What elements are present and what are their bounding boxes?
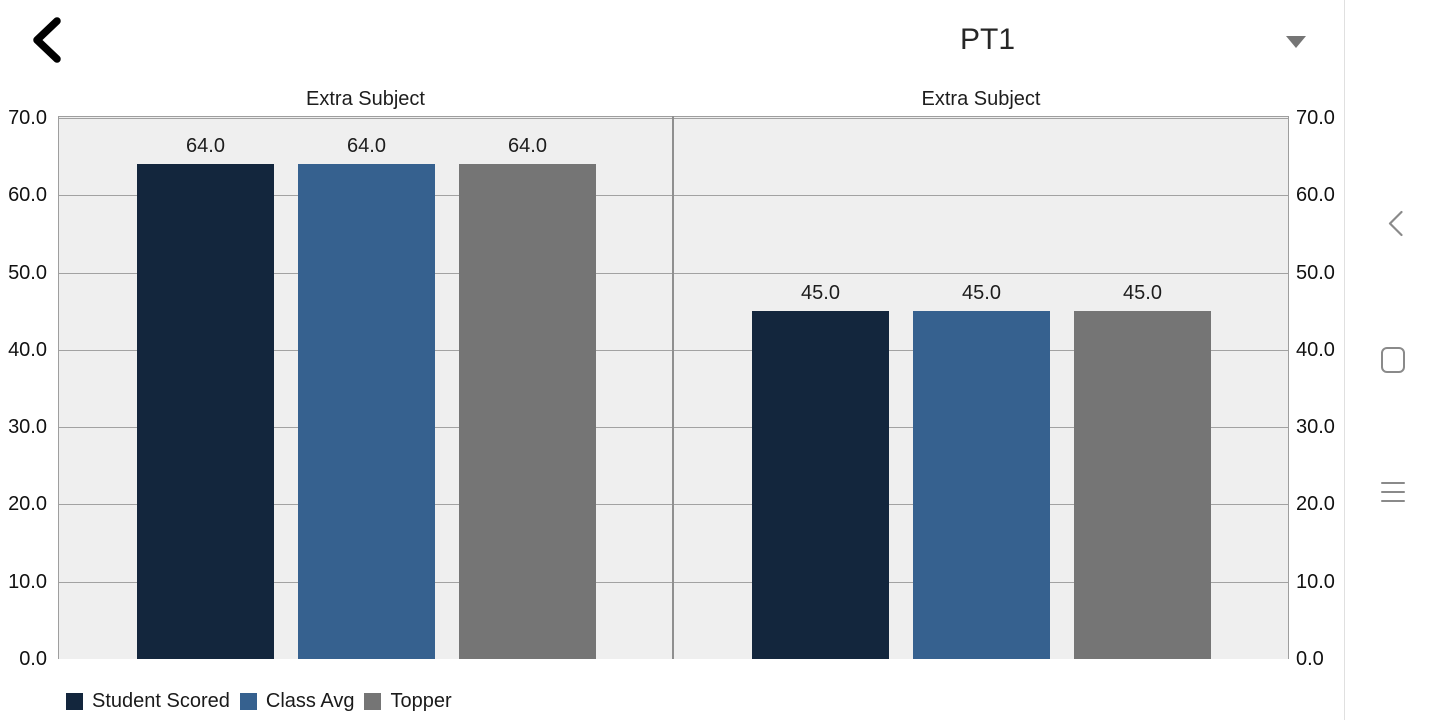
bar-value-label: 45.0 <box>1123 282 1162 304</box>
nav-rail-divider <box>1344 0 1345 720</box>
exam-selector-dropdown[interactable]: PT1 <box>900 15 1312 65</box>
legend-label: Student Scored <box>92 689 230 712</box>
nav-home-button[interactable] <box>1376 341 1410 379</box>
chart-title-right: Extra Subject <box>921 88 1041 110</box>
system-nav-rail <box>1345 0 1440 720</box>
gridline <box>673 273 1288 274</box>
bar-value-label: 45.0 <box>962 282 1001 304</box>
chart-panel-right: 45.0 45.0 45.0 <box>673 116 1289 659</box>
legend-item: Topper <box>364 689 452 713</box>
bar <box>298 164 435 659</box>
y-axis-tick-label: 50.0 <box>8 262 47 284</box>
bar-value-label: 45.0 <box>801 282 840 304</box>
y-axis-tick-label: 70.0 <box>8 107 47 129</box>
chart-legend: Student Scored Class Avg Topper <box>66 687 452 715</box>
bar <box>459 164 596 659</box>
back-button[interactable] <box>24 13 68 67</box>
nav-back-button[interactable] <box>1378 202 1412 244</box>
legend-label: Topper <box>390 689 452 712</box>
chart-title-left: Extra Subject <box>306 88 425 110</box>
y-axis-tick-label: 10.0 <box>8 571 47 593</box>
legend-item: Student Scored <box>66 690 230 713</box>
nav-recents-button[interactable] <box>1378 477 1408 507</box>
panel-divider <box>672 116 674 659</box>
back-chevron-icon <box>33 17 61 63</box>
dropdown-caret-icon <box>1286 36 1306 48</box>
y-axis-tick-label: 20.0 <box>8 493 47 515</box>
bar <box>913 311 1050 659</box>
chart-panel-left: 64.0 64.0 64.0 <box>58 116 673 659</box>
gridline <box>673 118 1288 119</box>
y-axis-tick-label: 60.0 <box>8 184 47 206</box>
bar <box>1074 311 1211 659</box>
bar-value-label: 64.0 <box>347 135 386 157</box>
bar <box>137 164 274 659</box>
nav-recents-lines-icon <box>1381 482 1405 502</box>
legend-swatch <box>239 692 257 710</box>
legend-swatch <box>66 692 83 710</box>
y-axis-tick-label: 30.0 <box>8 416 47 438</box>
gridline <box>673 195 1288 196</box>
bar <box>752 311 889 659</box>
legend-swatch <box>364 692 382 710</box>
bar-value-label: 64.0 <box>508 135 547 157</box>
nav-home-square-icon <box>1381 347 1405 373</box>
legend-item: Class Avg <box>239 689 355 713</box>
nav-back-chevron-icon <box>1388 210 1403 236</box>
y-axis-tick-label: 40.0 <box>8 339 47 361</box>
bar-value-label: 64.0 <box>186 135 225 157</box>
exam-selector-value: PT1 <box>959 23 1016 56</box>
legend-label: Class Avg <box>265 689 355 712</box>
gridline <box>59 118 673 119</box>
y-axis-tick-label: 0.0 <box>19 648 47 670</box>
